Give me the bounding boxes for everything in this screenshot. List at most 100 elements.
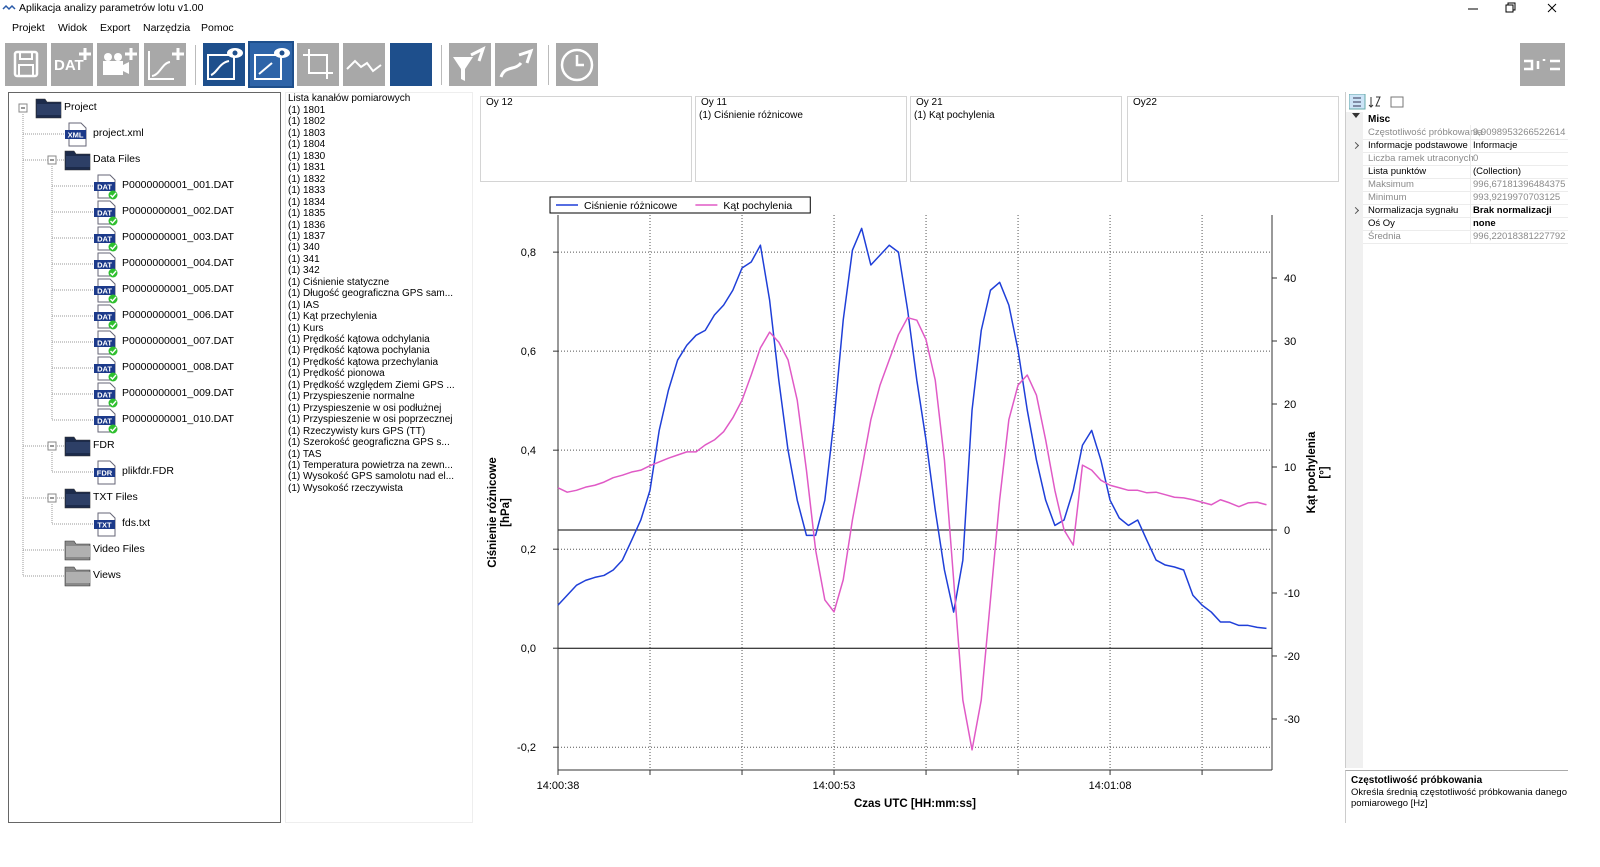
tree-item[interactable]: P0000000001_007.DAT bbox=[122, 335, 234, 347]
menu-item[interactable]: Export bbox=[100, 22, 131, 34]
channel-item[interactable]: (1) Prędkość kątowa przechylania bbox=[288, 356, 439, 368]
channel-item[interactable]: (1) 340 bbox=[288, 242, 320, 254]
time-button[interactable] bbox=[556, 43, 598, 86]
channel-item[interactable]: (1) Przyspieszenie w osi podłużnej bbox=[288, 402, 442, 414]
property-name[interactable]: Lista punktów bbox=[1368, 166, 1427, 177]
window-controls[interactable] bbox=[1460, 0, 1568, 18]
channel-item[interactable]: (1) Prędkość kątowa odchylania bbox=[288, 334, 430, 345]
channel-item[interactable]: (1) TAS bbox=[288, 448, 322, 460]
tree-item[interactable]: Views bbox=[93, 569, 121, 581]
add-plot-button[interactable] bbox=[144, 43, 186, 86]
export-button[interactable] bbox=[449, 43, 491, 86]
channel-item[interactable]: (1) Kąt przechylenia bbox=[288, 311, 377, 323]
tree-item[interactable]: TXT Files bbox=[93, 491, 138, 503]
property-name[interactable]: Minimum bbox=[1368, 192, 1407, 203]
view-button[interactable] bbox=[203, 43, 245, 86]
view-edit-button[interactable] bbox=[248, 41, 294, 88]
export-plot-button[interactable] bbox=[495, 43, 537, 86]
tree-item[interactable]: fds.txt bbox=[122, 517, 151, 529]
signal-button[interactable] bbox=[343, 43, 385, 86]
channel-item[interactable]: (1) 1837 bbox=[288, 230, 326, 242]
property-value[interactable]: 993,9219970703125 bbox=[1473, 192, 1561, 203]
property-value[interactable]: 996,67181396484375 bbox=[1473, 179, 1566, 190]
channel-item[interactable]: (1) 1803 bbox=[288, 127, 326, 139]
axis-panel[interactable]: Oy 12 bbox=[480, 96, 692, 182]
tree-item[interactable]: P0000000001_004.DAT bbox=[122, 257, 234, 269]
close-button[interactable] bbox=[1547, 3, 1557, 13]
property-value[interactable]: 0 bbox=[1473, 153, 1479, 164]
property-name[interactable]: Liczba ramek utraconych bbox=[1368, 153, 1474, 164]
sort-button[interactable] bbox=[1368, 96, 1381, 108]
axis-panel[interactable]: Oy 11 (1) Ciśnienie różnicowe bbox=[695, 96, 907, 182]
property-name[interactable]: Normalizacja sygnału bbox=[1368, 205, 1459, 216]
channel-item[interactable]: (1) 1832 bbox=[288, 173, 326, 185]
pages-button[interactable] bbox=[1390, 96, 1404, 108]
channel-item[interactable]: (1) Ciśnienie statyczne bbox=[288, 276, 390, 288]
menu-item[interactable]: Narzędzia bbox=[143, 22, 191, 34]
channel-item[interactable]: (1) Przyspieszenie w osi poprzecznej bbox=[288, 414, 453, 426]
property-value[interactable]: 996,22018381227792 bbox=[1473, 231, 1566, 242]
tree-item[interactable]: P0000000001_003.DAT bbox=[122, 231, 234, 243]
categorized-icon[interactable] bbox=[1353, 97, 1361, 107]
channel-item[interactable]: (1) 1804 bbox=[288, 139, 326, 151]
property-name[interactable]: Informacje podstawowe bbox=[1368, 140, 1468, 151]
tree-item[interactable]: project.xml bbox=[93, 127, 144, 139]
add-dat-button[interactable]: DAT bbox=[51, 43, 93, 86]
channel-item[interactable]: (1) Szerokość geograficzna GPS s... bbox=[288, 437, 450, 449]
channel-item[interactable]: (1) Prędkość pionowa bbox=[288, 368, 385, 380]
channel-item[interactable]: (1) 1836 bbox=[288, 219, 326, 231]
axis-panel-item[interactable]: (1) Ciśnienie różnicowe bbox=[699, 110, 803, 121]
tree-item[interactable]: plikfdr.FDR bbox=[122, 465, 174, 477]
tree-item[interactable]: P0000000001_010.DAT bbox=[122, 413, 234, 425]
axis-panel[interactable]: Oy 21 (1) Kąt pochylenia bbox=[910, 96, 1122, 182]
menu-item[interactable]: Pomoc bbox=[201, 22, 234, 34]
channel-item[interactable]: (1) Wysokość rzeczywista bbox=[288, 482, 403, 494]
channel-item[interactable]: (1) Wysokość GPS samolotu nad el... bbox=[288, 471, 455, 483]
channel-item[interactable]: (1) 341 bbox=[288, 253, 320, 265]
tree-item[interactable]: FDR bbox=[93, 439, 115, 451]
channel-item[interactable]: (1) IAS bbox=[288, 299, 320, 311]
property-name[interactable]: Częstotliwość próbkowania bbox=[1368, 127, 1483, 138]
channel-item[interactable]: (1) 1834 bbox=[288, 196, 326, 208]
tree-item[interactable]: Project bbox=[64, 101, 97, 113]
property-name[interactable]: Maksimum bbox=[1368, 179, 1414, 190]
property-value[interactable]: none bbox=[1473, 218, 1496, 229]
property-value[interactable]: (Collection) bbox=[1473, 166, 1522, 177]
property-section[interactable]: Misc bbox=[1368, 114, 1391, 125]
channel-item[interactable]: (1) 1802 bbox=[288, 116, 326, 128]
property-value[interactable]: Brak normalizacji bbox=[1473, 205, 1552, 216]
channel-item[interactable]: (1) 1831 bbox=[288, 162, 326, 174]
tree-item[interactable]: P0000000001_001.DAT bbox=[122, 179, 234, 191]
property-value[interactable]: Informacje bbox=[1473, 140, 1518, 151]
property-name[interactable]: Oś Oy bbox=[1368, 218, 1395, 229]
add-video-button[interactable] bbox=[97, 43, 139, 86]
menu-item[interactable]: Projekt bbox=[12, 22, 45, 34]
channel-item[interactable]: (1) Temperatura powietrza na zewn... bbox=[288, 459, 453, 471]
menu-item[interactable]: Widok bbox=[58, 22, 88, 34]
channel-item[interactable]: (1) 342 bbox=[288, 265, 320, 277]
tree-item[interactable]: P0000000001_005.DAT bbox=[122, 283, 234, 295]
channel-item[interactable]: (1) 1833 bbox=[288, 185, 326, 197]
channel-item[interactable]: (1) 1835 bbox=[288, 208, 326, 220]
channel-item[interactable]: (1) Prędkość kątowa pochylania bbox=[288, 345, 430, 357]
tree-item[interactable]: P0000000001_009.DAT bbox=[122, 387, 234, 399]
restore-button[interactable] bbox=[1505, 2, 1516, 13]
channel-item[interactable]: (1) Prędkość względem Ziemi GPS ... bbox=[288, 379, 455, 391]
property-value[interactable]: 9,9098953266522614 bbox=[1473, 127, 1566, 138]
property-name[interactable]: Średnia bbox=[1368, 231, 1401, 242]
channel-item[interactable]: (1) 1801 bbox=[288, 105, 326, 116]
axis-panel-item[interactable]: (1) Kąt pochylenia bbox=[914, 110, 995, 121]
save-button[interactable] bbox=[5, 43, 47, 86]
tree-item[interactable]: P0000000001_008.DAT bbox=[122, 361, 234, 373]
channel-item[interactable]: (1) Przyspieszenie normalne bbox=[288, 391, 415, 403]
tree-item[interactable]: P0000000001_006.DAT bbox=[122, 309, 234, 321]
channel-item[interactable]: (1) 1830 bbox=[288, 150, 326, 162]
crop-button[interactable] bbox=[297, 43, 339, 86]
channel-item[interactable]: (1) Kurs bbox=[288, 322, 324, 334]
channel-item[interactable]: (1) Rzeczywisty kurs GPS (TT) bbox=[288, 425, 426, 437]
channel-item[interactable]: (1) Długość geograficzna GPS sam... bbox=[288, 288, 454, 300]
tree-item[interactable]: Data Files bbox=[93, 153, 141, 165]
tree-item[interactable]: P0000000001_002.DAT bbox=[122, 205, 234, 217]
color-button[interactable] bbox=[390, 43, 432, 86]
tree-item[interactable]: Video Files bbox=[93, 543, 145, 555]
